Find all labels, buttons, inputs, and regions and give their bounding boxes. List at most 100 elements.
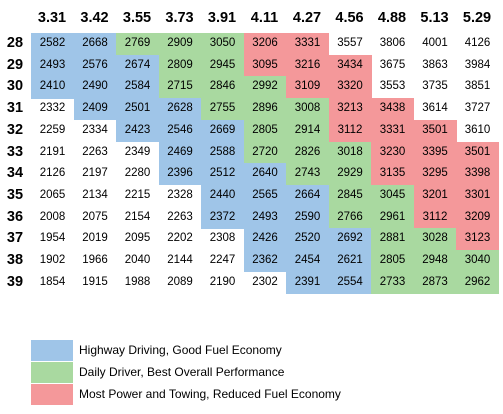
table-cell: 2454 xyxy=(286,250,329,273)
table-cell: 2805 xyxy=(371,250,414,273)
table-cell: 2692 xyxy=(328,228,372,251)
table-cell: 2089 xyxy=(167,275,193,288)
table-cell: 3213 xyxy=(328,98,372,121)
table-cell: 2134 xyxy=(82,188,108,201)
table-cell: 2396 xyxy=(158,163,202,186)
table-cell: 3434 xyxy=(328,54,372,77)
table-cell: 3851 xyxy=(464,80,491,93)
column-header: 3.55 xyxy=(122,10,152,26)
table-cell: 1988 xyxy=(124,275,151,288)
table-cell: 2961 xyxy=(371,206,414,229)
table-cell: 2247 xyxy=(209,254,236,266)
row-header: 28 xyxy=(6,35,24,51)
table-cell: 3201 xyxy=(413,184,457,208)
table-cell: 2576 xyxy=(73,54,117,77)
table-cell: 2154 xyxy=(124,210,151,223)
table-cell: 2263 xyxy=(82,145,108,158)
table-cell: 2008 xyxy=(39,210,66,223)
table-cell: 2263 xyxy=(167,210,193,223)
table-cell: 2040 xyxy=(124,254,151,266)
table-cell: 3112 xyxy=(328,119,372,142)
table-cell: 3806 xyxy=(379,37,406,49)
table-cell: 2640 xyxy=(243,163,287,186)
table-cell: 3331 xyxy=(286,33,329,56)
table-cell: 2075 xyxy=(82,210,108,223)
row-header: 34 xyxy=(6,165,24,182)
table-cell: 3095 xyxy=(243,54,287,77)
table-cell: 2423 xyxy=(116,119,159,142)
table-cell: 2881 xyxy=(371,228,414,251)
table-cell: 1854 xyxy=(39,275,66,288)
table-cell: 3557 xyxy=(337,37,363,49)
table-cell: 3209 xyxy=(456,206,499,229)
table-cell: 2328 xyxy=(167,188,193,201)
row-header: 33 xyxy=(6,143,24,160)
table-cell: 2190 xyxy=(209,275,236,288)
column-header: 4.56 xyxy=(335,10,364,26)
table-cell: 2743 xyxy=(286,163,329,186)
table-cell: 2520 xyxy=(286,228,329,251)
column-header: 5.29 xyxy=(462,10,492,26)
table-cell: 2582 xyxy=(31,33,74,56)
table-cell: 3501 xyxy=(413,119,457,142)
column-header: 4.88 xyxy=(377,10,407,26)
table-cell: 2554 xyxy=(328,271,372,294)
table-cell: 2493 xyxy=(243,206,287,229)
legend-swatch-red xyxy=(31,384,73,405)
table-cell: 2019 xyxy=(82,232,108,245)
table-cell: 3735 xyxy=(422,80,448,93)
column-header: 3.31 xyxy=(37,10,67,26)
table-cell: 2391 xyxy=(286,271,329,294)
legend-swatch-green xyxy=(31,362,73,383)
table-cell: 2191 xyxy=(39,145,66,158)
column-header: 3.73 xyxy=(165,10,194,26)
table-cell: 1915 xyxy=(82,275,108,288)
table-cell: 3112 xyxy=(413,206,457,229)
table-cell: 3216 xyxy=(286,54,329,77)
table-cell: 3109 xyxy=(286,76,329,99)
table-cell: 2909 xyxy=(158,33,202,56)
row-header: 30 xyxy=(6,78,24,95)
row-header: 38 xyxy=(6,252,24,268)
table-cell: 3614 xyxy=(422,102,448,115)
table-cell: 3123 xyxy=(456,228,499,251)
table-cell: 2259 xyxy=(39,123,66,136)
row-header: 35 xyxy=(6,186,24,203)
table-cell: 2410 xyxy=(31,76,74,99)
row-header: 32 xyxy=(6,121,24,138)
table-cell: 2144 xyxy=(167,254,193,266)
table-cell: 2215 xyxy=(124,188,151,201)
table-cell: 3008 xyxy=(286,98,329,121)
table-cell: 2669 xyxy=(201,119,244,142)
table-cell: 2805 xyxy=(243,119,287,142)
table-cell: 3398 xyxy=(456,163,499,186)
table-cell: 2280 xyxy=(124,167,151,180)
table-cell: 2332 xyxy=(39,102,66,115)
table-cell: 1966 xyxy=(82,254,108,266)
table-cell: 2720 xyxy=(243,141,287,164)
table-cell: 1902 xyxy=(39,254,66,266)
table-cell: 2733 xyxy=(371,271,414,294)
table-cell: 2584 xyxy=(116,76,159,99)
table-cell: 2945 xyxy=(201,54,244,77)
table-cell: 2628 xyxy=(158,98,202,121)
table-cell: 3863 xyxy=(422,58,448,71)
table-cell: 3331 xyxy=(371,119,414,142)
table-cell: 2755 xyxy=(201,98,244,121)
table-cell: 3320 xyxy=(328,76,372,99)
table-cell: 2929 xyxy=(328,163,372,186)
table-cell: 2769 xyxy=(116,33,159,56)
row-header: 36 xyxy=(6,208,24,225)
table-cell: 4126 xyxy=(464,37,491,49)
table-cell: 2308 xyxy=(209,232,236,245)
legend-label: Most Power and Towing, Reduced Fuel Econ… xyxy=(79,387,341,401)
table-cell: 2302 xyxy=(252,275,278,288)
table-cell: 3206 xyxy=(243,33,287,56)
table-cell: 2715 xyxy=(158,76,202,99)
table-cell: 2914 xyxy=(286,119,329,142)
table-cell: 3727 xyxy=(464,102,491,115)
table-cell: 2197 xyxy=(82,167,108,180)
table-cell: 2962 xyxy=(456,271,499,294)
table-cell: 2992 xyxy=(243,76,287,99)
table-cell: 3040 xyxy=(456,250,499,273)
